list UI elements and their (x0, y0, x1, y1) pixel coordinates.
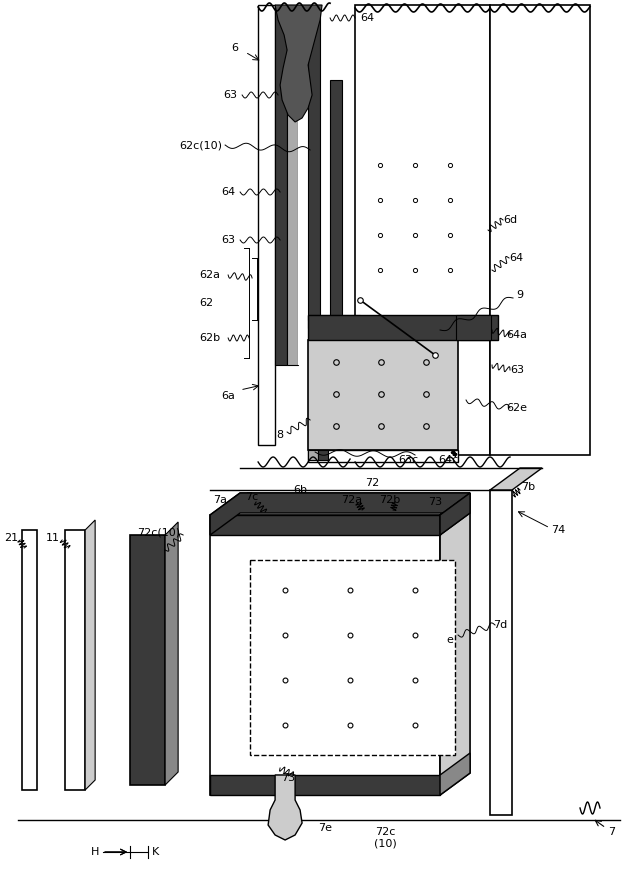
Bar (308, 5, 320, 320)
Text: 73: 73 (428, 497, 442, 507)
Text: 8: 8 (276, 430, 284, 440)
Polygon shape (210, 493, 470, 515)
Bar (490, 490, 512, 815)
Text: 64: 64 (509, 253, 523, 263)
Text: (10): (10) (374, 838, 396, 848)
Text: 63: 63 (221, 235, 235, 245)
Text: 63c: 63c (398, 455, 418, 465)
Bar (330, 80, 342, 320)
Text: 7a: 7a (213, 495, 227, 505)
Text: e: e (447, 635, 454, 645)
FancyBboxPatch shape (250, 560, 455, 755)
Text: 74: 74 (551, 525, 565, 535)
Text: 9: 9 (516, 290, 524, 300)
Bar (308, 450, 458, 462)
Polygon shape (440, 493, 470, 535)
Bar (210, 775, 440, 795)
Bar (287, 5, 298, 365)
Text: 11: 11 (46, 533, 60, 543)
Text: 6d: 6d (503, 215, 517, 225)
Bar (308, 450, 318, 460)
Bar (130, 535, 165, 785)
Text: 63: 63 (223, 90, 237, 100)
Polygon shape (165, 522, 178, 785)
Text: K: K (152, 847, 159, 857)
Bar (275, 5, 287, 365)
Text: 7c: 7c (246, 492, 259, 502)
Text: 63: 63 (510, 365, 524, 375)
Text: 64c: 64c (438, 455, 458, 465)
Text: 62c(10): 62c(10) (179, 140, 222, 150)
Bar (460, 315, 490, 340)
Bar (308, 340, 458, 450)
Polygon shape (275, 5, 322, 122)
Bar (210, 515, 440, 795)
Text: 72: 72 (365, 478, 379, 488)
Text: 7d: 7d (493, 620, 507, 630)
Text: 72b: 72b (380, 495, 401, 505)
Bar (298, 5, 308, 365)
Text: 72a: 72a (342, 495, 363, 505)
Text: 7b: 7b (521, 482, 535, 492)
Polygon shape (268, 775, 302, 840)
Text: 6a: 6a (221, 391, 235, 401)
Bar (342, 315, 360, 328)
Bar (308, 315, 342, 328)
Text: 21: 21 (4, 533, 18, 543)
Text: H: H (91, 847, 99, 857)
Text: 62a: 62a (199, 270, 220, 280)
Polygon shape (440, 493, 470, 795)
Text: 64: 64 (221, 187, 235, 197)
Polygon shape (490, 468, 542, 490)
Text: 6b: 6b (293, 485, 307, 495)
Text: 64: 64 (360, 13, 374, 23)
Text: 7e: 7e (318, 823, 332, 833)
Bar (22, 530, 37, 790)
Text: 72c(10): 72c(10) (137, 527, 180, 537)
Text: 72c: 72c (375, 827, 396, 837)
Bar (355, 5, 490, 455)
Text: 62: 62 (199, 298, 213, 308)
Text: 62b: 62b (199, 333, 220, 343)
Bar (308, 315, 498, 340)
Text: 73: 73 (281, 773, 295, 783)
Text: 7: 7 (609, 827, 616, 837)
Bar (318, 450, 328, 460)
Text: 64a: 64a (506, 330, 527, 340)
Bar (490, 5, 590, 455)
Text: 6: 6 (232, 43, 239, 53)
Bar (258, 5, 275, 445)
Polygon shape (210, 493, 470, 535)
Bar (456, 315, 491, 340)
Bar (210, 515, 440, 535)
Polygon shape (85, 520, 95, 790)
Text: 62e: 62e (506, 403, 527, 413)
Bar (65, 530, 85, 790)
Polygon shape (440, 753, 470, 795)
